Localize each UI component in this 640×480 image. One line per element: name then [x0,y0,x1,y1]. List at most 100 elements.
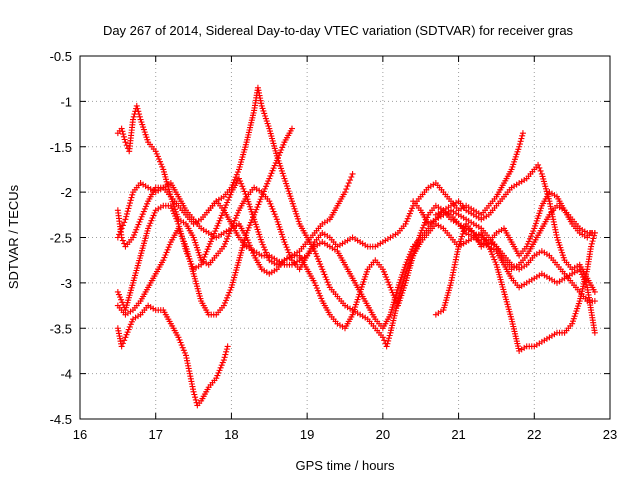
data-point [274,154,281,161]
data-point [241,188,248,195]
data-point [273,157,280,164]
data-point [183,248,189,255]
data-point [184,250,191,257]
data-point [123,213,130,220]
data-point [137,216,144,223]
data-point [119,237,126,244]
data-point [191,391,198,398]
data-point [179,344,186,351]
data-point [226,194,233,201]
data-point [130,116,136,123]
data-point [576,266,583,273]
data-point [217,364,224,371]
data-point [379,334,386,341]
data-point [406,251,413,258]
series-track-6 [114,175,598,332]
data-point [141,205,148,212]
data-point [223,346,230,353]
data-point [218,212,225,219]
data-point [172,213,179,220]
data-point [216,217,223,224]
data-point [277,149,284,156]
data-point [121,136,128,143]
data-point [166,241,173,248]
data-point [131,231,138,238]
data-point [518,135,525,142]
data-point [119,340,126,347]
data-point [582,279,589,286]
data-point [173,215,180,222]
data-point [535,161,542,168]
data-point [232,174,239,181]
data-point [223,348,230,355]
data-point [380,268,387,275]
data-point [159,163,166,170]
data-point [221,299,228,306]
x-tick-label: 18 [224,427,238,442]
x-tick-label: 22 [527,427,541,442]
data-point [537,167,544,174]
data-point [199,259,206,266]
data-point [202,251,209,258]
data-point [529,230,536,237]
data-point [226,289,233,296]
data-point [285,249,292,256]
data-point [213,225,220,232]
data-point [240,185,247,192]
series-track-10 [432,207,598,336]
data-point [419,224,426,231]
data-point [134,224,141,231]
data-point [528,233,535,240]
data-point [198,261,205,268]
data-point [405,253,412,260]
data-point [234,209,241,216]
data-point [227,191,234,198]
data-point [259,241,266,248]
data-point [148,217,155,224]
data-point [165,244,172,251]
data-point [536,164,543,171]
data-point [516,143,523,150]
data-point [190,388,197,395]
data-point [114,288,121,295]
data-point [579,274,586,281]
y-axis-label: SDTVAR / TECUs [6,184,21,289]
data-point [267,172,274,179]
data-point [214,222,221,229]
data-point [530,228,537,235]
data-point [122,139,129,146]
data-point [490,253,497,260]
axis-ticks [79,55,611,420]
y-tick-label: -2.5 [50,231,72,246]
data-point [271,162,278,169]
data-point [318,263,325,270]
data-point [276,152,283,159]
data-point [121,240,128,247]
data-point [215,220,222,227]
data-point [174,218,181,225]
x-tick-label: 19 [300,427,314,442]
x-tick-label: 23 [603,427,617,442]
data-point [125,205,132,212]
data-point [123,142,130,149]
data-point [231,217,238,224]
data-point [342,189,348,196]
data-point [118,343,125,350]
data-point [121,337,128,344]
data-point [225,292,232,299]
data-point [118,234,125,241]
data-point [384,276,391,283]
data-point [578,271,585,278]
data-point [216,367,223,374]
data-point [220,243,227,250]
data-point [260,244,267,251]
data-point [591,288,598,295]
data-point [242,191,249,198]
data-point [386,332,393,339]
data-point [232,215,239,222]
data-point [272,213,279,220]
data-point [192,394,199,401]
data-point [175,334,182,341]
data-point [227,287,234,294]
data-point [181,349,188,356]
